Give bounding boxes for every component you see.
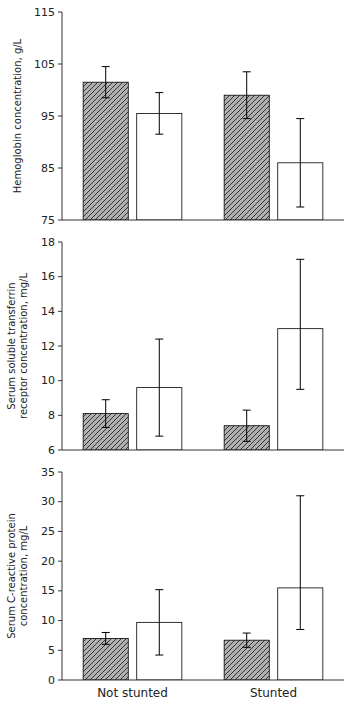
x-tick-label: Not stunted: [97, 686, 168, 700]
y-tick-label: 75: [41, 214, 55, 227]
y-tick-label: 16: [41, 270, 55, 283]
y-axis-label: Serum soluble transferrinreceptor concen…: [6, 273, 29, 419]
y-tick: [58, 561, 62, 562]
y-tick: [58, 168, 62, 169]
y-tick-label: 0: [48, 674, 55, 687]
y-tick-label: 10: [41, 374, 55, 387]
y-tick: [58, 380, 62, 381]
plot-area: [83, 67, 323, 220]
y-tick-label: 5: [48, 644, 55, 657]
y-tick: [58, 650, 62, 651]
error-bar: [102, 400, 110, 428]
y-tick-label: 12: [41, 340, 55, 353]
y-tick: [58, 311, 62, 312]
y-axis-line: [62, 472, 63, 680]
error-bar: [296, 259, 304, 389]
error-bar: [243, 72, 251, 119]
y-tick: [58, 472, 62, 473]
figure: 758595105115Hemoglobin concentration, g/…: [0, 0, 354, 708]
y-tick: [58, 680, 62, 681]
y-tick: [58, 242, 62, 243]
y-tick-label: 8: [48, 409, 55, 422]
x-axis-line: [62, 220, 344, 221]
y-tick: [58, 531, 62, 532]
plot-area: [83, 496, 323, 680]
error-bar: [102, 67, 110, 98]
y-tick-label: 35: [41, 466, 55, 479]
y-axis-label: Hemoglobin concentration, g/L: [12, 38, 23, 193]
y-tick-label: 20: [41, 555, 55, 568]
y-axis-label: Serum C-reactive proteinconcentration, m…: [6, 513, 29, 639]
y-tick: [58, 12, 62, 13]
error-bar: [296, 496, 304, 630]
panel: 75 85 95 105 115 Hemoglobin concentration, g/…: [12, 6, 345, 227]
y-tick: [58, 116, 62, 117]
y-tick-label: 30: [41, 495, 55, 508]
y-tick: [58, 346, 62, 347]
error-bar: [155, 339, 163, 436]
y-tick: [58, 276, 62, 277]
y-tick-label: 15: [41, 584, 55, 597]
y-tick-label: 10: [41, 614, 55, 627]
plot-area: [83, 259, 323, 450]
y-tick-label: 25: [41, 525, 55, 538]
y-tick-label: 18: [41, 236, 55, 249]
y-tick: [58, 501, 62, 502]
y-tick: [58, 220, 62, 221]
y-tick: [58, 450, 62, 451]
bar: [83, 82, 128, 220]
error-bar: [243, 633, 251, 647]
y-tick-label: 85: [41, 162, 55, 175]
y-tick-label: 14: [41, 305, 55, 318]
error-bar: [102, 632, 110, 644]
error-bar: [243, 410, 251, 441]
y-tick: [58, 415, 62, 416]
x-tick-label: Stunted: [250, 686, 297, 700]
panel: 6 8 10 12 14 16 18 Serum soluble transferrinrec…: [6, 236, 345, 457]
y-tick: [58, 620, 62, 621]
y-tick: [58, 64, 62, 65]
y-tick: [58, 590, 62, 591]
panel: Not stunted Stunted 0 5 10 15 20 25 30 35 Serum C-…: [6, 466, 345, 701]
x-axis-line: [62, 450, 344, 451]
error-bar: [155, 590, 163, 655]
y-tick-label: 6: [48, 444, 55, 457]
x-axis-line: [62, 680, 344, 681]
y-tick-label: 95: [41, 110, 55, 123]
error-bar: [296, 119, 304, 207]
error-bar: [155, 93, 163, 135]
y-tick-label: 105: [34, 58, 55, 71]
y-tick-label: 115: [34, 6, 55, 19]
